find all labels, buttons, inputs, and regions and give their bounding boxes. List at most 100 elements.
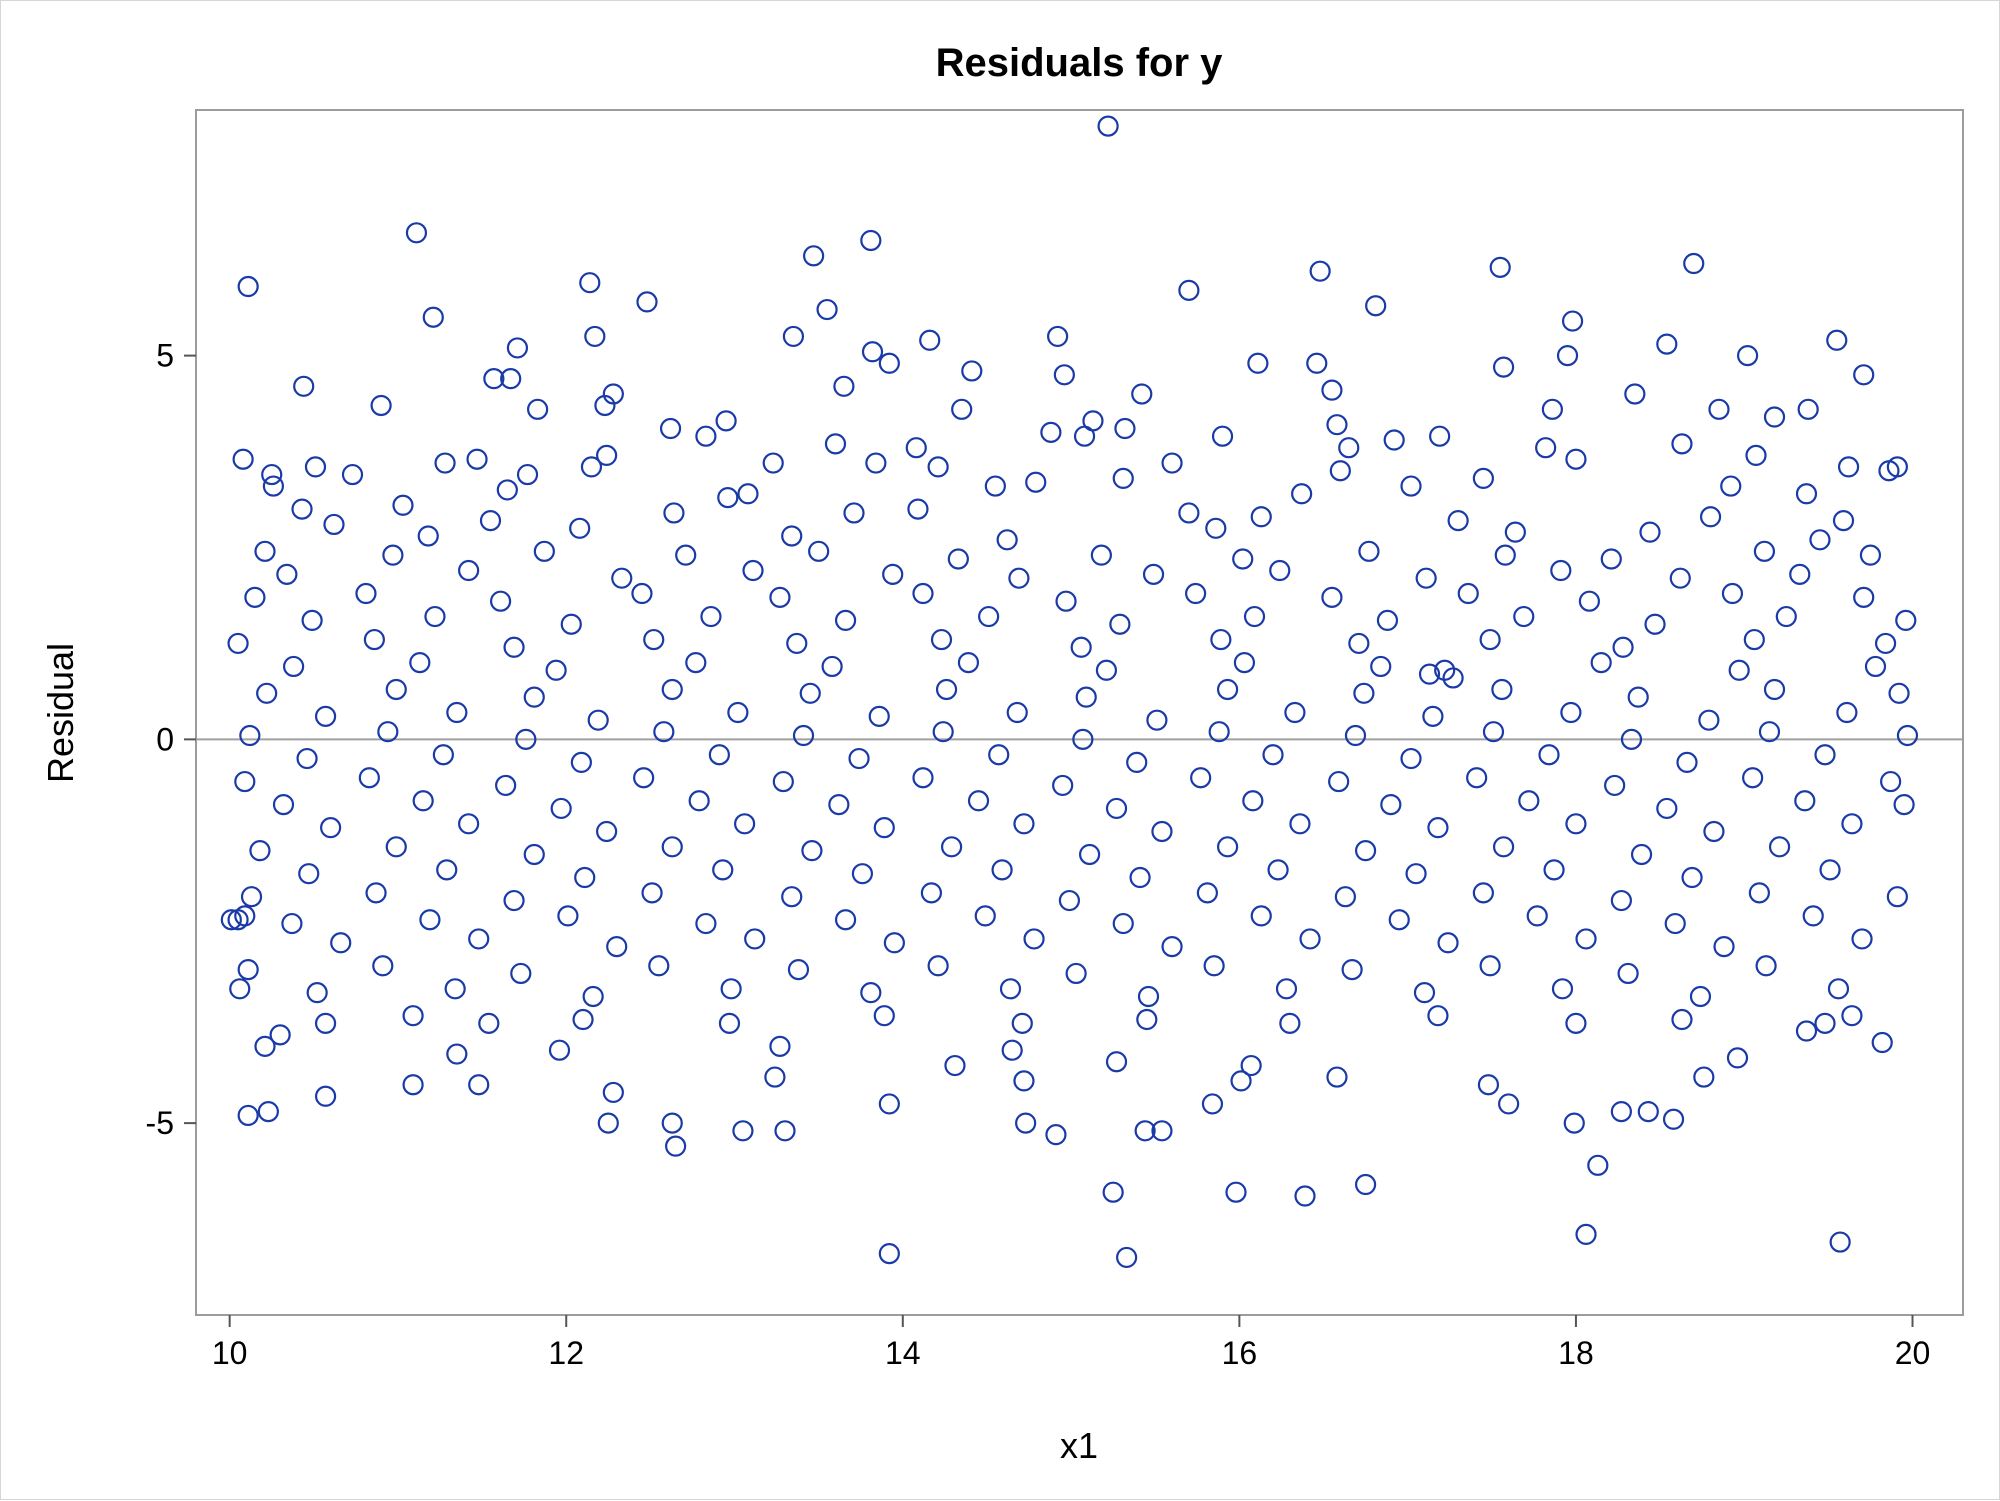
data-point — [1075, 686, 1097, 708]
data-point — [1853, 586, 1875, 608]
data-point — [1040, 421, 1062, 443]
data-point — [468, 1074, 490, 1096]
data-point — [631, 582, 653, 605]
data-point — [1895, 609, 1917, 631]
data-point — [446, 1043, 468, 1065]
data-point — [1492, 836, 1515, 858]
data-point — [1538, 744, 1560, 766]
data-point — [1610, 1101, 1632, 1123]
data-point — [860, 982, 882, 1004]
data-point — [434, 452, 456, 474]
data-point — [1627, 686, 1649, 708]
data-point — [1247, 352, 1269, 374]
data-point — [1693, 1066, 1715, 1088]
data-point — [1400, 747, 1422, 770]
data-point — [1131, 383, 1153, 405]
data-point — [828, 794, 850, 816]
data-point — [1306, 352, 1328, 374]
data-point — [1713, 935, 1735, 958]
data-point — [1065, 962, 1087, 985]
data-point — [833, 375, 855, 397]
data-point — [1489, 256, 1511, 278]
data-point — [734, 813, 756, 835]
data-point — [1479, 955, 1501, 977]
data-point — [1151, 820, 1173, 843]
data-point — [489, 590, 512, 612]
data-point — [1365, 295, 1387, 317]
data-point — [478, 1012, 500, 1034]
data-point — [1742, 767, 1764, 789]
data-point — [1726, 1047, 1749, 1069]
data-point — [237, 275, 259, 298]
data-point — [1683, 252, 1705, 275]
data-point — [283, 655, 305, 678]
data-point — [1768, 836, 1791, 858]
data-point — [907, 498, 929, 520]
data-point — [405, 222, 428, 244]
data-point — [1210, 628, 1232, 651]
data-point — [550, 797, 572, 820]
data-point — [744, 928, 766, 950]
data-point — [1763, 406, 1786, 428]
data-point — [878, 352, 900, 374]
data-point — [606, 935, 628, 958]
data-point — [582, 985, 604, 1008]
data-point — [905, 437, 927, 459]
data-point — [1267, 859, 1289, 881]
data-point — [1001, 1039, 1023, 1061]
data-point — [1809, 529, 1831, 551]
data-point — [727, 701, 749, 724]
data-point — [1126, 751, 1148, 773]
data-point — [1789, 563, 1811, 585]
data-point — [774, 1120, 796, 1142]
data-point — [257, 1101, 279, 1123]
data-point — [1109, 613, 1131, 635]
data-point — [912, 767, 934, 789]
data-point — [1753, 540, 1776, 562]
data-point — [1070, 636, 1092, 658]
data-point — [1610, 889, 1632, 912]
data-point — [1112, 467, 1134, 490]
data-point — [1457, 582, 1479, 605]
data-point — [1556, 345, 1579, 367]
data-point — [1871, 1031, 1893, 1054]
data-point — [1526, 905, 1548, 927]
data-point — [786, 632, 808, 655]
data-point — [1309, 260, 1331, 282]
data-point — [1612, 636, 1634, 658]
data-point — [1013, 1070, 1035, 1092]
x-tick-label: 14 — [885, 1335, 921, 1371]
data-point — [240, 886, 263, 908]
x-tick-label: 20 — [1895, 1335, 1931, 1371]
data-point — [587, 709, 609, 731]
data-point — [1380, 794, 1402, 816]
y-tick-label: 5 — [156, 338, 174, 374]
data-point — [978, 605, 1000, 628]
data-point — [816, 298, 838, 321]
data-point — [1105, 797, 1128, 820]
data-point — [636, 291, 658, 313]
data-point — [1551, 978, 1574, 1000]
data-point — [320, 817, 342, 839]
data-point — [1178, 279, 1200, 301]
data-point — [1826, 329, 1848, 351]
data-point — [1896, 724, 1919, 747]
data-point — [220, 909, 242, 931]
data-point — [1102, 1181, 1124, 1203]
data-point — [781, 525, 803, 547]
data-point — [1699, 506, 1722, 528]
data-point — [1639, 521, 1661, 543]
data-point — [1550, 559, 1572, 582]
data-point — [1291, 483, 1313, 505]
data-point — [254, 1035, 276, 1057]
data-point — [1205, 517, 1227, 539]
data-point — [1535, 437, 1557, 459]
data-point — [237, 959, 259, 981]
data-point — [873, 817, 895, 839]
data-point — [1090, 544, 1112, 566]
plot-area — [195, 109, 1964, 1316]
data-point — [781, 886, 803, 908]
data-point — [1630, 843, 1653, 866]
data-point — [239, 724, 261, 747]
data-point — [1886, 886, 1908, 908]
